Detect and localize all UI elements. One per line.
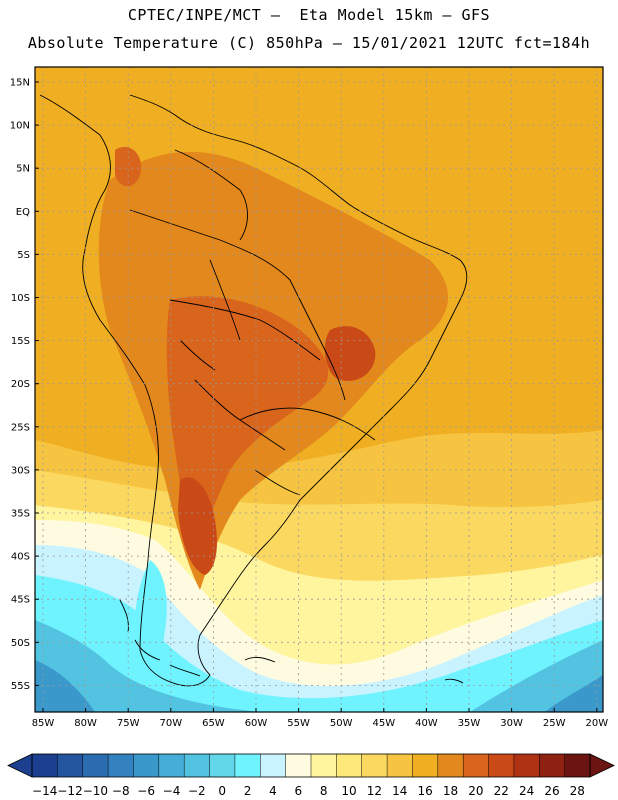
latitude-labels: 15N 10N 5N EQ 5S 10S 15S 20S 25S 30S 35S 40S 45S 50S 5… — [10, 78, 39, 692]
longitude-labels: 85W 80W 75W 70W 65W 60W 55W 50W 45W 40W 35W 30W 25W 2… — [32, 708, 608, 729]
latitude-label: 35S — [11, 509, 30, 520]
latitude-label: 10N — [10, 121, 30, 132]
colorbar-label: 2 — [244, 784, 252, 798]
longitude-label: 60W — [245, 718, 268, 729]
longitude-label: 35W — [458, 718, 481, 729]
colorbar-swatch — [336, 754, 363, 777]
colorbar-label: 22 — [494, 784, 509, 798]
latitude-label: 50S — [11, 638, 30, 649]
colorbar-label: 12 — [367, 784, 382, 798]
latitude-label: 30S — [11, 465, 30, 476]
colorbar-swatch — [158, 754, 185, 777]
colorbar-swatch — [539, 754, 565, 777]
colorbar-label: 24 — [519, 784, 534, 798]
latitude-label: 15N — [10, 78, 30, 89]
longitude-label: 40W — [415, 718, 438, 729]
colorbar-swatch — [234, 754, 261, 777]
colorbar-label: 20 — [468, 784, 483, 798]
colorbar-label: 14 — [392, 784, 407, 798]
title-line-1: CPTEC/INPE/MCT – Eta Model 15km – GFS — [127, 6, 491, 24]
latitude-label: 40S — [11, 552, 30, 563]
latitude-label: 25S — [11, 422, 30, 433]
colorbar-swatch — [32, 754, 58, 777]
colorbar-swatch — [387, 754, 413, 777]
longitude-label: 65W — [202, 718, 225, 729]
colorbar-label: 26 — [544, 784, 559, 798]
longitude-label: 25W — [543, 718, 566, 729]
longitude-label: 75W — [117, 718, 140, 729]
latitude-label: 15S — [11, 336, 30, 347]
colorbar-swatch — [564, 754, 591, 777]
colorbar-label: −6 — [137, 784, 155, 798]
colorbar-label: −8 — [112, 784, 130, 798]
colorbar-label: 10 — [341, 784, 356, 798]
colorbar-swatch — [513, 754, 540, 777]
colorbar-swatch — [488, 754, 515, 777]
colorbar-label: 6 — [294, 784, 302, 798]
latitude-label: EQ — [16, 207, 30, 218]
colorbar-low-arrow — [7, 753, 33, 778]
colorbar-swatch — [437, 754, 464, 777]
temperature-field — [35, 67, 603, 712]
longitude-label: 50W — [330, 718, 353, 729]
coastlines — [39, 94, 468, 687]
colorbar-swatch — [57, 754, 84, 777]
colorbar-label: −10 — [83, 784, 108, 798]
colorbar-label: −14 — [32, 784, 57, 798]
colorbar: −14 −12 −10 −8 −6 −4 −2 0 2 4 6 8 10 12 14 16 18 20 22 24 26… — [7, 753, 615, 798]
colorbar-swatch — [184, 754, 210, 777]
colorbar-label: 16 — [417, 784, 432, 798]
longitude-label: 70W — [159, 718, 182, 729]
colorbar-label: 4 — [269, 784, 277, 798]
colorbar-high-arrow — [589, 753, 615, 778]
colorbar-swatch — [108, 754, 134, 777]
colorbar-label: −2 — [188, 784, 206, 798]
colorbar-label: 0 — [218, 784, 226, 798]
colorbar-swatch — [260, 754, 286, 777]
map-frame — [34, 66, 604, 713]
longitude-label: 20W — [585, 718, 608, 729]
colorbar-swatch — [412, 754, 439, 777]
longitude-label: 45W — [372, 718, 395, 729]
colorbar-swatch — [361, 754, 388, 777]
colorbar-label: −4 — [163, 784, 181, 798]
latitude-label: 55S — [11, 681, 30, 692]
longitude-label: 30W — [500, 718, 523, 729]
title-line-2: Absolute Temperature (C) 850hPa – 15/01/… — [27, 34, 591, 52]
latitude-label: 5N — [16, 164, 30, 175]
colorbar-label: −12 — [57, 784, 82, 798]
map-grid — [35, 67, 603, 712]
latitude-label: 20S — [11, 379, 30, 390]
colorbar-label: 28 — [570, 784, 585, 798]
longitude-label: 85W — [32, 718, 55, 729]
colorbar-label: 8 — [320, 784, 328, 798]
latitude-label: 5S — [17, 250, 30, 261]
colorbar-swatch — [463, 754, 489, 777]
colorbar-swatch — [209, 754, 236, 777]
colorbar-swatch — [82, 754, 109, 777]
latitude-label: 10S — [11, 293, 30, 304]
longitude-label: 55W — [287, 718, 310, 729]
colorbar-label: 18 — [443, 784, 458, 798]
colorbar-swatch — [285, 754, 312, 777]
longitude-label: 80W — [74, 718, 97, 729]
colorbar-swatch — [311, 754, 337, 777]
colorbar-swatch — [133, 754, 160, 777]
latitude-label: 45S — [11, 595, 30, 606]
